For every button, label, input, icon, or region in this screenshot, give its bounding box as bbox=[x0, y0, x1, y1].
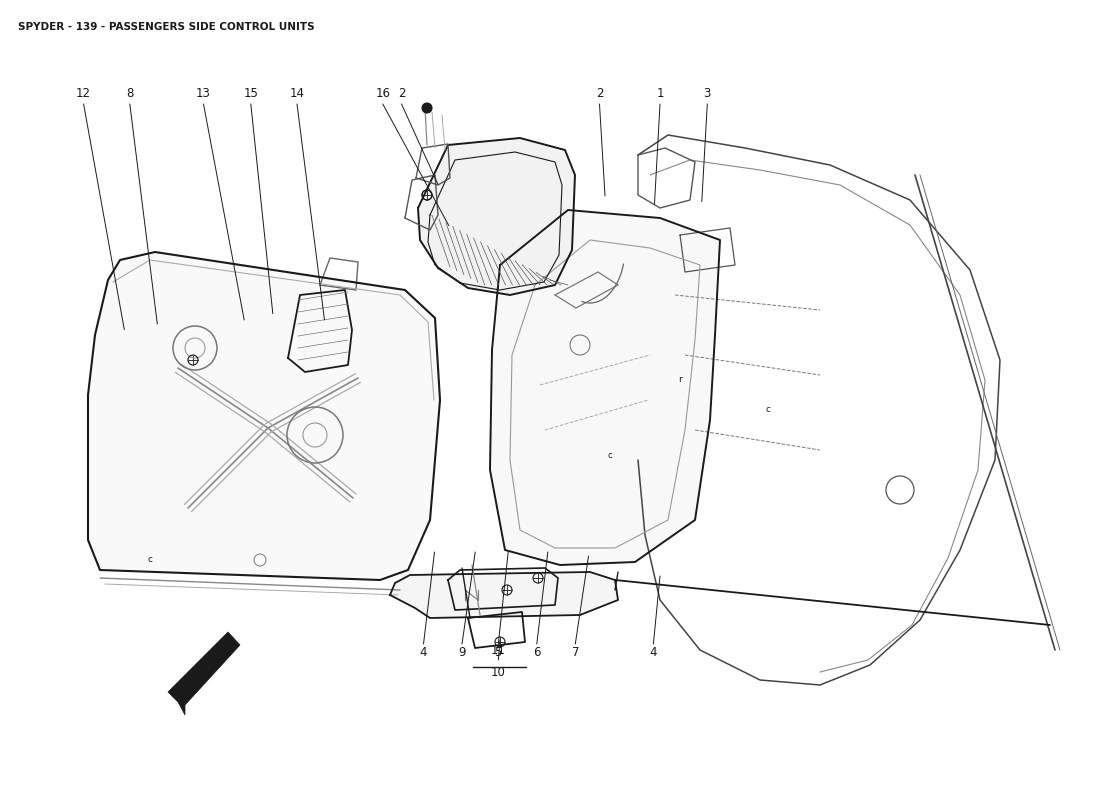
Text: 13: 13 bbox=[196, 87, 211, 100]
Text: c: c bbox=[766, 406, 770, 414]
Text: 12: 12 bbox=[76, 87, 91, 100]
Text: 8: 8 bbox=[126, 87, 133, 100]
Text: 16: 16 bbox=[375, 87, 390, 100]
Text: eurospares: eurospares bbox=[172, 297, 319, 323]
Text: 3: 3 bbox=[704, 87, 711, 100]
Text: 9: 9 bbox=[459, 646, 465, 659]
Polygon shape bbox=[168, 632, 240, 715]
Text: r: r bbox=[678, 375, 682, 385]
Text: 1: 1 bbox=[657, 87, 663, 100]
Text: eurospares: eurospares bbox=[172, 497, 319, 523]
Text: 11: 11 bbox=[491, 644, 506, 657]
Polygon shape bbox=[490, 210, 720, 565]
Text: c: c bbox=[607, 450, 613, 459]
Text: 6: 6 bbox=[534, 646, 540, 659]
Text: SPYDER - 139 - PASSENGERS SIDE CONTROL UNITS: SPYDER - 139 - PASSENGERS SIDE CONTROL U… bbox=[18, 22, 315, 32]
Text: 14: 14 bbox=[289, 87, 305, 100]
Text: 2: 2 bbox=[596, 87, 603, 100]
Text: c: c bbox=[147, 555, 153, 565]
Text: eurospares: eurospares bbox=[526, 297, 673, 323]
Text: 2: 2 bbox=[398, 87, 405, 100]
Polygon shape bbox=[390, 572, 618, 618]
Text: 7: 7 bbox=[572, 646, 579, 659]
Polygon shape bbox=[88, 252, 440, 580]
Text: 5: 5 bbox=[495, 646, 502, 659]
Text: 10: 10 bbox=[491, 666, 506, 678]
Polygon shape bbox=[288, 290, 352, 372]
Text: 4: 4 bbox=[420, 646, 427, 659]
Text: 4: 4 bbox=[650, 646, 657, 659]
Text: 15: 15 bbox=[243, 87, 258, 100]
Polygon shape bbox=[418, 138, 575, 295]
Circle shape bbox=[422, 103, 432, 113]
Text: eurospares: eurospares bbox=[526, 497, 673, 523]
